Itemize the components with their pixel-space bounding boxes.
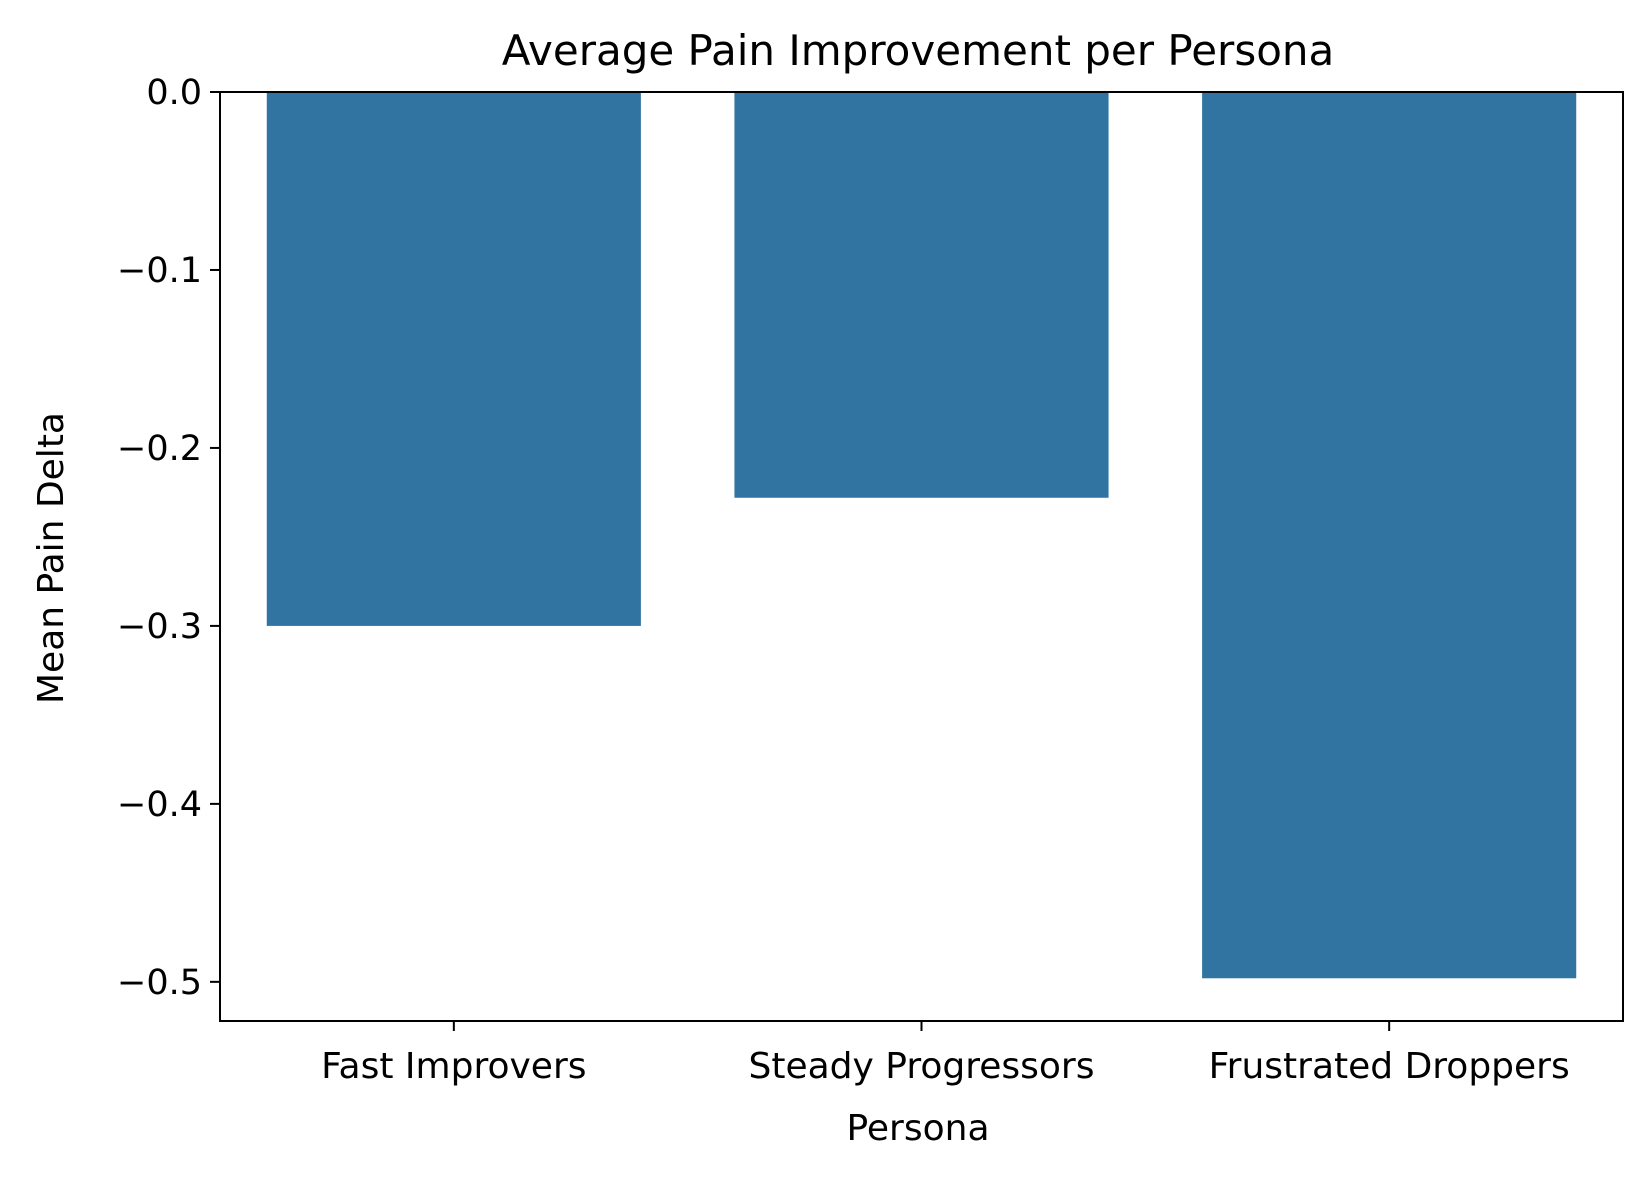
bar-steady-progressors [734,92,1109,498]
y-tick-label: −0.3 [117,607,202,647]
y-tick-label: −0.1 [117,251,202,291]
bar-frustrated-droppers [1202,92,1577,979]
y-axis-label: Mean Pain Delta [31,412,72,704]
axes-layer [210,91,1624,1031]
x-tick-label: Frustrated Droppers [1209,1046,1570,1087]
bar-fast-improvers [266,92,641,626]
y-tick-label: −0.2 [117,429,202,469]
y-tick-label: −0.4 [117,785,202,825]
x-axis-label: Persona [846,1108,989,1149]
x-tick-label: Fast Improvers [321,1046,586,1087]
text-layer: Average Pain Improvement per Persona Per… [31,26,1570,1149]
y-tick-label: −0.5 [117,963,202,1003]
x-tick-label: Steady Progressors [749,1046,1095,1087]
chart-title: Average Pain Improvement per Persona [502,26,1335,75]
bars-layer [266,92,1577,979]
y-tick-label: 0.0 [146,73,202,113]
